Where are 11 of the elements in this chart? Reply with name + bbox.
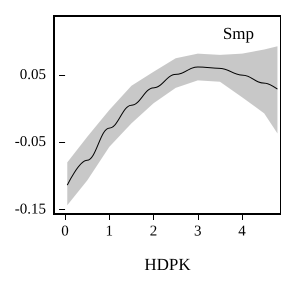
x-tick-label: 2 xyxy=(150,224,158,240)
x-tick-label: 3 xyxy=(194,224,202,240)
x-tick-label: 0 xyxy=(61,224,69,240)
chart-title: Smp xyxy=(222,24,254,43)
y-tick-label: -0.15 xyxy=(14,201,46,218)
line-series xyxy=(66,66,278,186)
y-tick-label: 0.05 xyxy=(20,67,46,84)
x-tick-label: 1 xyxy=(106,224,114,240)
y-tick-label: -0.05 xyxy=(14,134,46,150)
x-axis-title: HDPK xyxy=(144,255,192,274)
x-tick-label: 4 xyxy=(238,224,246,240)
